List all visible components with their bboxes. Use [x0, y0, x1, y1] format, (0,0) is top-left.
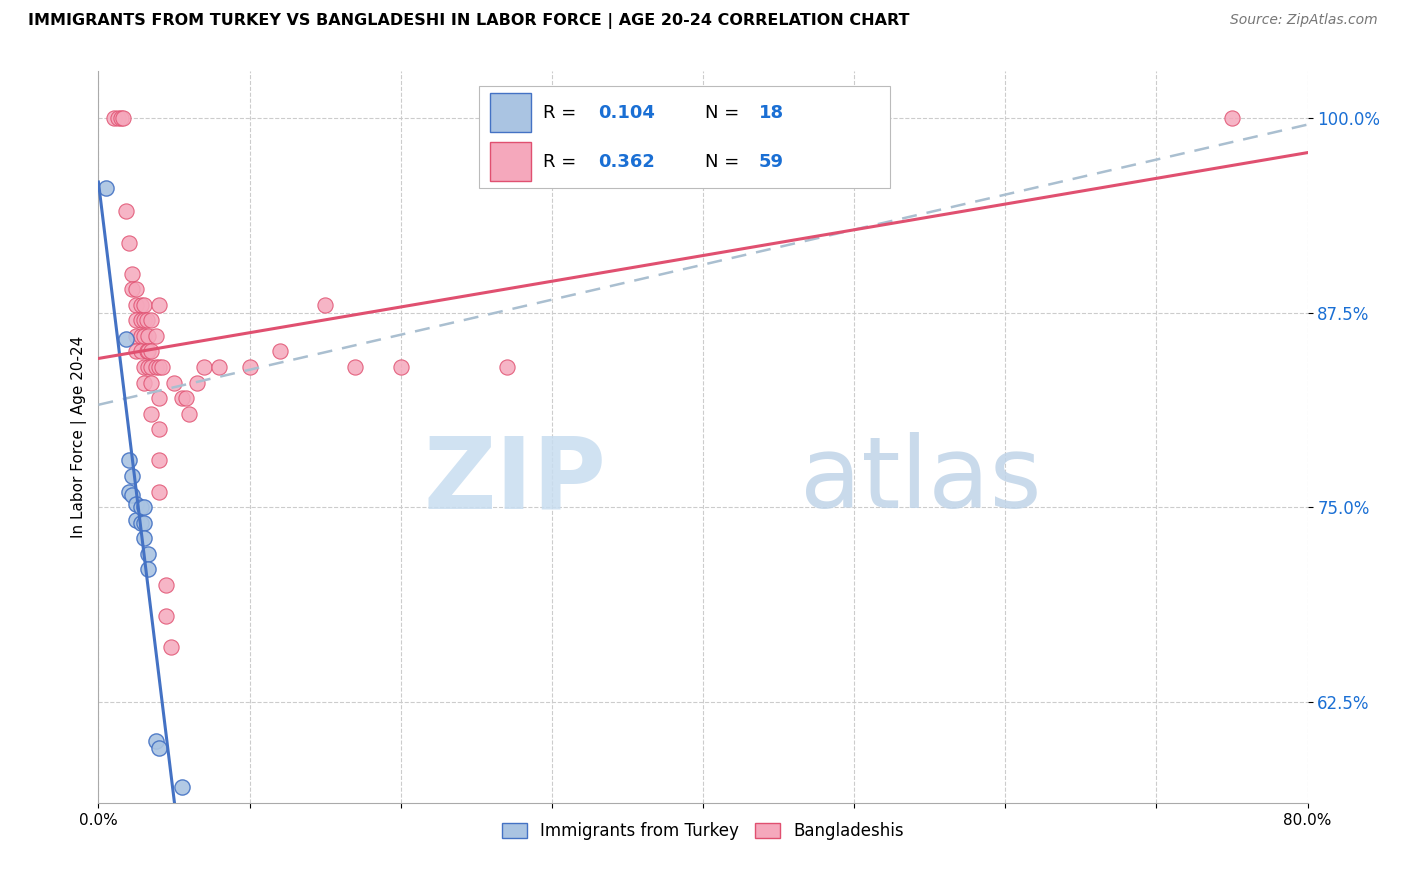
Point: [129, 329, 152, 343]
Point: [111, 111, 134, 125]
Point: [145, 359, 167, 374]
Point: [125, 298, 148, 312]
Point: [125, 313, 148, 327]
Point: [141, 359, 163, 374]
Point: [129, 344, 152, 359]
Text: ZIP: ZIP: [423, 433, 606, 530]
Text: IMMIGRANTS FROM TURKEY VS BANGLADESHI IN LABOR FORCE | AGE 20-24 CORRELATION CHA: IMMIGRANTS FROM TURKEY VS BANGLADESHI IN…: [28, 13, 910, 29]
Point: [150, 359, 173, 374]
Point: [132, 500, 155, 515]
Point: [141, 344, 163, 359]
Point: [114, 332, 136, 346]
Point: [136, 562, 159, 576]
Point: [132, 329, 155, 343]
Point: [163, 376, 186, 390]
Point: [118, 453, 141, 467]
Point: [135, 313, 157, 327]
Point: [121, 282, 143, 296]
Point: [186, 376, 208, 390]
Point: [239, 359, 262, 374]
Point: [136, 359, 159, 374]
Point: [145, 733, 167, 747]
Point: [170, 391, 193, 405]
Point: [136, 547, 159, 561]
Point: [783, 111, 806, 125]
Point: [132, 531, 155, 545]
Point: [136, 344, 159, 359]
Point: [269, 344, 291, 359]
Text: atlas: atlas: [800, 433, 1042, 530]
Point: [314, 298, 336, 312]
Point: [125, 282, 148, 296]
Point: [121, 488, 143, 502]
Point: [344, 359, 367, 374]
Point: [179, 407, 201, 421]
Point: [155, 609, 177, 624]
Point: [148, 484, 170, 499]
Point: [125, 512, 148, 526]
Point: [148, 453, 170, 467]
Point: [125, 344, 148, 359]
Point: [107, 111, 129, 125]
Point: [129, 313, 152, 327]
Point: [193, 359, 215, 374]
Point: [160, 640, 183, 655]
Point: [103, 111, 125, 125]
Point: [148, 298, 170, 312]
Point: [141, 313, 163, 327]
Point: [148, 422, 170, 436]
Point: [145, 329, 167, 343]
Point: [125, 329, 148, 343]
Point: [389, 359, 412, 374]
Point: [132, 359, 155, 374]
Point: [174, 391, 197, 405]
Point: [129, 500, 152, 515]
Point: [135, 344, 157, 359]
Point: [148, 391, 170, 405]
Point: [129, 516, 152, 530]
Point: [208, 359, 231, 374]
Point: [118, 484, 141, 499]
Point: [114, 204, 136, 219]
Point: [129, 298, 152, 312]
Point: [155, 578, 177, 592]
Point: [495, 359, 517, 374]
Point: [141, 376, 163, 390]
Point: [94, 181, 117, 195]
Point: [132, 516, 155, 530]
Point: [125, 497, 148, 511]
Point: [121, 469, 143, 483]
Point: [132, 376, 155, 390]
Legend: Immigrants from Turkey, Bangladeshis: Immigrants from Turkey, Bangladeshis: [495, 816, 911, 847]
Point: [1220, 111, 1243, 125]
Point: [118, 235, 141, 250]
Point: [132, 313, 155, 327]
Y-axis label: In Labor Force | Age 20-24: In Labor Force | Age 20-24: [72, 336, 87, 538]
Point: [110, 111, 132, 125]
Point: [141, 407, 163, 421]
Point: [148, 359, 170, 374]
Point: [121, 267, 143, 281]
Text: Source: ZipAtlas.com: Source: ZipAtlas.com: [1230, 13, 1378, 28]
Point: [170, 780, 193, 795]
Point: [132, 298, 155, 312]
Point: [148, 741, 170, 756]
Point: [136, 329, 159, 343]
